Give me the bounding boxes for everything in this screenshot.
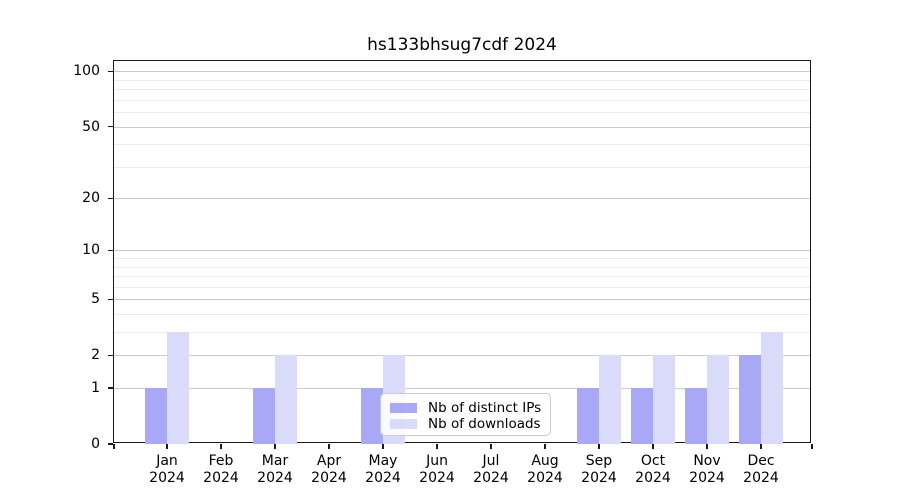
x-tick-label-year-jun: 2024: [419, 470, 455, 486]
bar-downloads-jan: [167, 332, 189, 444]
y-tick-label-50: 50: [82, 118, 100, 135]
gridline-minor-3: [114, 332, 810, 334]
x-tick-label-year-may: 2024: [365, 470, 401, 486]
x-tick-label-year-jan: 2024: [149, 470, 185, 486]
legend-row-distinct-ips: Nb of distinct IPs: [390, 400, 542, 416]
gridline-minor-6: [114, 286, 810, 288]
y-tick-label-20: 20: [82, 190, 100, 207]
y-tick-100: [107, 70, 113, 73]
bar-distinct-ips-mar: [253, 388, 275, 444]
x-tick-label-apr: Apr 2024: [299, 453, 359, 487]
x-tick-label-sep: Sep 2024: [569, 453, 629, 487]
x-tick-label-year-feb: 2024: [203, 470, 239, 486]
gridline-minor-40: [114, 144, 810, 146]
x-tick-label-year-oct: 2024: [635, 470, 671, 486]
x-tick-feb: [220, 444, 222, 449]
gridline-minor-30: [114, 166, 810, 168]
gridline-minor-90: [114, 79, 810, 81]
legend-row-downloads: Nb of downloads: [390, 416, 542, 432]
bar-distinct-ips-nov: [685, 388, 707, 444]
x-tick-aug: [544, 444, 546, 449]
gridline-major-50: [114, 126, 810, 128]
gridline-major-1: [114, 388, 810, 390]
gridline-minor-4: [114, 314, 810, 316]
gridline-major-100: [114, 71, 810, 73]
y-tick-2: [107, 354, 113, 356]
bar-distinct-ips-oct: [631, 388, 653, 444]
legend-swatch-downloads-icon: [390, 419, 417, 429]
axis-layer: 0 1 2 5 10 20 50 100 Jan 2024 Feb 2024 Mar 2024 Apr 202…: [73, 61, 813, 486]
x-tick-label-year-aug: 2024: [527, 470, 563, 486]
x-tick-label-year-apr: 2024: [311, 470, 347, 486]
y-tick-label-2: 2: [91, 347, 100, 364]
x-tick-label-year-sep: 2024: [581, 470, 617, 486]
x-tick-sep: [598, 444, 600, 449]
y-tick-20: [107, 197, 113, 199]
x-tick-mar: [274, 444, 276, 449]
x-tick-jul: [490, 444, 492, 449]
x-tick-label-jan: Jan 2024: [137, 453, 197, 487]
gridline-minor-60: [114, 112, 810, 114]
bar-downloads-oct: [653, 355, 675, 444]
x-tick-label-nov: Nov 2024: [677, 453, 737, 487]
y-tick-10: [107, 249, 113, 252]
bar-downloads-mar: [275, 355, 297, 444]
bar-downloads-sep: [599, 355, 621, 444]
x-tick-label-jun: Jun 2024: [407, 453, 467, 487]
y-tick-5: [107, 298, 113, 301]
grid-layer: [114, 61, 810, 442]
x-tick-nov: [706, 444, 708, 449]
x-tick-label-may: May 2024: [353, 453, 413, 487]
x-tick-edge-left: [113, 444, 115, 449]
x-tick-edge-right: [811, 444, 813, 449]
y-tick-label-0: 0: [91, 436, 100, 452]
x-tick-label-year-dec: 2024: [743, 470, 779, 486]
gridline-major-5: [114, 299, 810, 301]
y-tick-label-100: 100: [73, 63, 100, 80]
x-tick-label-dec: Dec 2024: [731, 453, 791, 487]
bar-distinct-ips-jan: [145, 388, 167, 444]
chart-title: hs133bhsug7cdf 2024: [367, 35, 557, 55]
gridline-minor-80: [114, 89, 810, 91]
bar-downloads-nov: [707, 355, 729, 444]
y-tick-0: [107, 443, 113, 445]
bar-distinct-ips-may: [361, 388, 383, 444]
x-tick-label-year-nov: 2024: [689, 470, 725, 486]
bar-distinct-ips-dec: [739, 355, 761, 444]
gridline-minor-70: [114, 99, 810, 101]
gridline-minor-8: [114, 266, 810, 268]
legend-label-downloads: Nb of downloads: [428, 415, 541, 432]
x-tick-label-jul: Jul 2024: [461, 453, 521, 487]
gridline-minor-7: [114, 276, 810, 278]
plot-area: 0 1 2 5 10 20 50 100 Jan 2024 Feb 2024 Mar 2024 Apr 202…: [73, 60, 813, 486]
x-tick-label-year-jul: 2024: [473, 470, 509, 486]
x-tick-jun: [436, 444, 438, 449]
gridline-major-20: [114, 198, 810, 200]
y-tick-label-5: 5: [91, 291, 100, 308]
x-tick-dec: [760, 444, 762, 449]
y-tick-label-10: 10: [82, 242, 100, 259]
gridline-major-2: [114, 355, 810, 357]
x-tick-may: [382, 444, 384, 449]
bar-distinct-ips-sep: [577, 388, 599, 444]
bar-downloads-dec: [761, 332, 783, 444]
y-tick-1: [107, 387, 113, 389]
x-tick-label-oct: Oct 2024: [623, 453, 683, 487]
legend-swatch-distinct-ips-icon: [390, 403, 417, 413]
gridline-major-10: [114, 250, 810, 252]
y-tick-label-1: 1: [91, 380, 100, 397]
legend: Nb of distinct IPs Nb of downloads: [380, 393, 551, 436]
legend-label-distinct-ips: Nb of distinct IPs: [428, 399, 542, 416]
x-tick-label-mar: Mar 2024: [245, 453, 305, 487]
y-tick-50: [107, 125, 113, 128]
gridline-minor-9: [114, 258, 810, 260]
x-tick-label-year-mar: 2024: [257, 470, 293, 486]
x-tick-apr: [328, 444, 330, 449]
x-tick-jan: [166, 444, 168, 449]
x-tick-label-aug: Aug 2024: [515, 453, 575, 487]
x-tick-label-feb: Feb 2024: [191, 453, 251, 487]
x-tick-oct: [652, 444, 654, 449]
